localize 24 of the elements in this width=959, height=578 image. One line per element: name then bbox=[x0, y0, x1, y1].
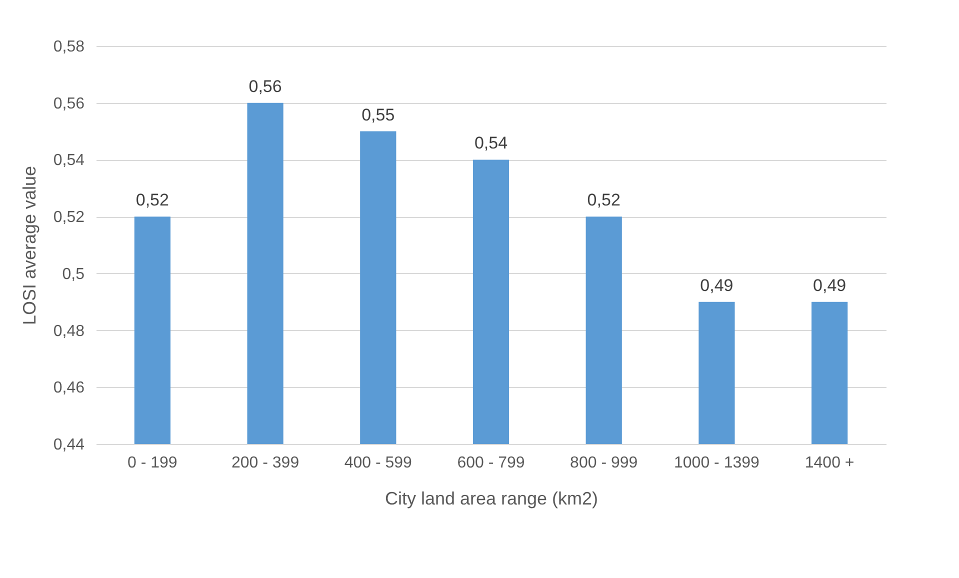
x-tick-label: 1400 + bbox=[804, 454, 854, 472]
data-label: 0,55 bbox=[362, 105, 395, 124]
y-tick-label: 0,56 bbox=[53, 95, 85, 112]
x-axis-title: City land area range (km2) bbox=[384, 488, 598, 508]
y-tick-label: 0,5 bbox=[62, 266, 85, 283]
x-tick-label: 600 - 799 bbox=[457, 454, 525, 472]
x-tick-label: 800 - 999 bbox=[570, 454, 638, 472]
y-tick-label: 0,52 bbox=[53, 209, 85, 226]
y-tick-label: 0,44 bbox=[53, 436, 85, 454]
data-label: 0,56 bbox=[248, 76, 282, 96]
data-label: 0,52 bbox=[587, 190, 620, 210]
x-tick-label: 200 - 399 bbox=[231, 454, 300, 472]
data-label: 0,54 bbox=[474, 134, 508, 153]
data-label: 0,49 bbox=[813, 276, 846, 295]
y-tick-label: 0,48 bbox=[53, 322, 85, 340]
y-tick-label: 0,46 bbox=[53, 380, 85, 397]
x-tick-label: 400 - 599 bbox=[344, 454, 412, 472]
y-tick-label: 0,54 bbox=[53, 152, 85, 170]
x-tick-label: 0 - 199 bbox=[128, 454, 178, 472]
y-axis-title: LOSI average value bbox=[19, 166, 40, 326]
y-tick-label: 0,58 bbox=[53, 38, 85, 56]
data-label: 0,49 bbox=[700, 276, 734, 295]
data-label: 0,52 bbox=[136, 190, 169, 210]
x-tick-label: 1000 - 1399 bbox=[674, 454, 760, 472]
